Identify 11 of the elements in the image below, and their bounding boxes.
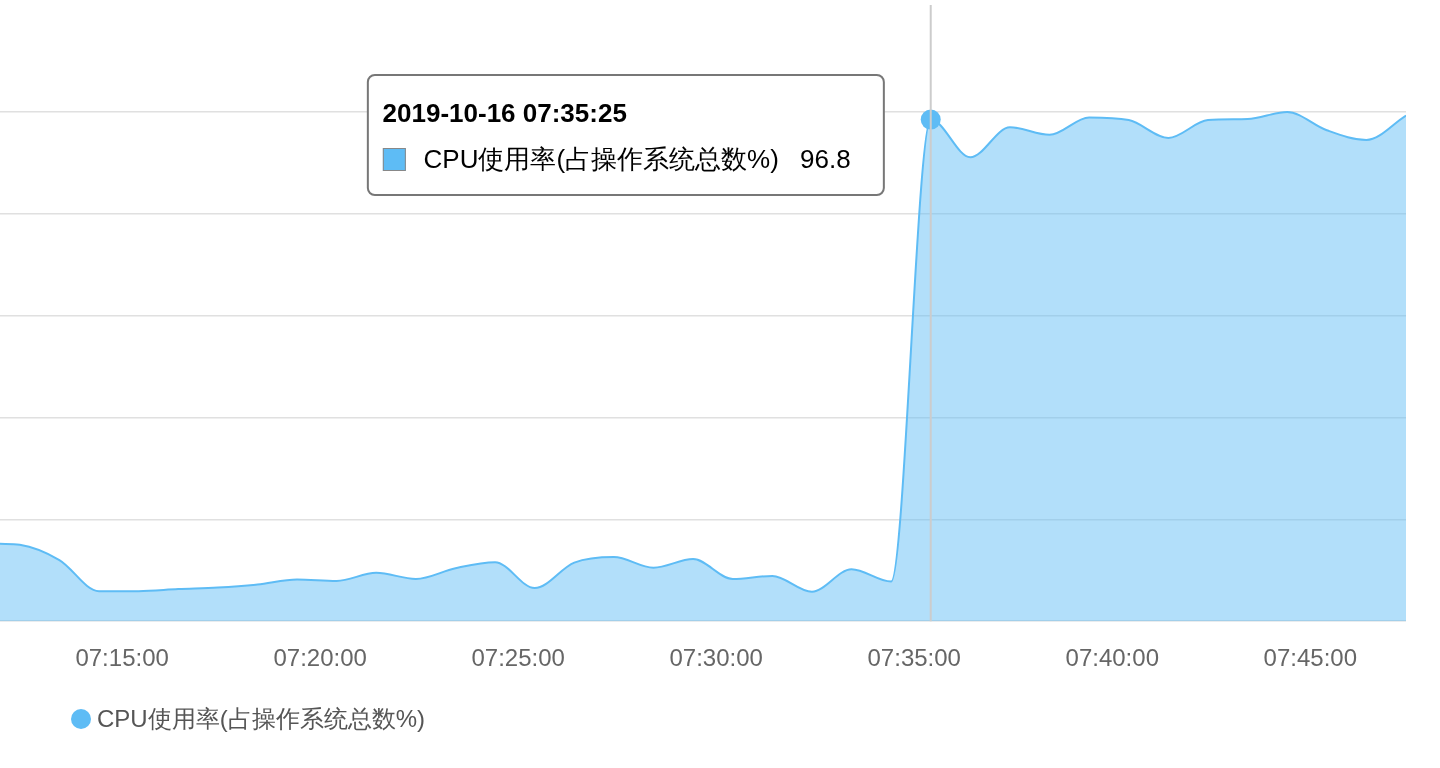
x-tick-label: 07:25:00 — [471, 644, 565, 672]
tooltip: 2019-10-16 07:35:25 CPU使用率(占操作系统总数%) 96.8 — [366, 74, 885, 196]
annotation: CPU使用率(占操作系统总数%) 96.8 — [423, 143, 851, 176]
x-tick-label: 07:35:00 — [867, 644, 961, 672]
x-tick-label: 07:40:00 — [1065, 644, 1159, 672]
legend-label: CPU使用率(占操作系统总数%) — [97, 704, 425, 734]
x-tick-label: 07:15:00 — [75, 644, 169, 672]
x-tick-label: 07:30:00 — [669, 644, 763, 672]
x-tick-label: 07:45:00 — [1263, 644, 1357, 672]
x-tick-label: 07:20:00 — [273, 644, 367, 672]
annotation: 2019-10-16 07:35:25 — [382, 97, 628, 129]
